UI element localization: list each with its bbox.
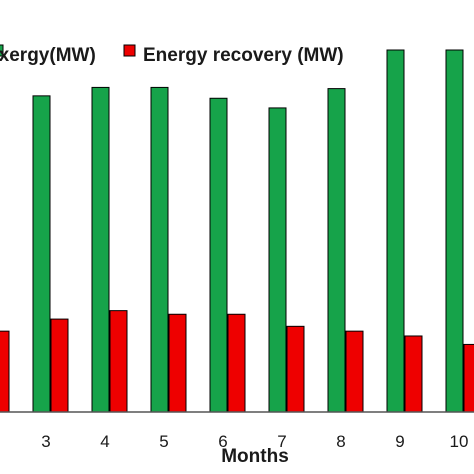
bars-group bbox=[0, 49, 474, 413]
legend: Exergy(MW) Energy recovery (MW) bbox=[0, 44, 344, 66]
x-tick-label-4: 4 bbox=[100, 432, 109, 451]
x-tick-labels: 234567891011 bbox=[41, 432, 469, 451]
exergy-bar-8 bbox=[327, 88, 346, 413]
energy-recovery-bar-9 bbox=[404, 335, 423, 413]
x-axis-title: Months bbox=[221, 446, 289, 467]
legend-swatch-energy-recovery bbox=[123, 44, 136, 57]
x-tick-label-3: 3 bbox=[41, 432, 50, 451]
x-tick-label-9: 9 bbox=[395, 432, 404, 451]
energy-recovery-bar-8 bbox=[345, 330, 364, 413]
x-tick-label-10: 10 bbox=[450, 432, 469, 451]
legend-label-exergy: Exergy(MW) bbox=[0, 45, 96, 66]
energy-recovery-bar-5 bbox=[168, 313, 187, 413]
legend-swatch-exergy bbox=[0, 44, 4, 57]
exergy-bar-4 bbox=[91, 86, 110, 413]
exergy-bar-7 bbox=[268, 107, 287, 413]
exergy-bar-5 bbox=[150, 86, 169, 413]
x-tick-label-8: 8 bbox=[336, 432, 345, 451]
x-tick-label-6: 6 bbox=[218, 432, 227, 451]
x-tick-label-7: 7 bbox=[277, 432, 286, 451]
exergy-bar-3 bbox=[32, 95, 51, 413]
energy-recovery-bar-3 bbox=[50, 318, 69, 413]
exergy-bar-9 bbox=[386, 49, 405, 413]
energy-recovery-bar-4 bbox=[109, 310, 128, 413]
energy-recovery-bar-2 bbox=[0, 330, 10, 413]
exergy-bar-10 bbox=[445, 49, 464, 413]
energy-recovery-bar-6 bbox=[227, 313, 246, 413]
exergy-bar-6 bbox=[209, 97, 228, 413]
x-tick-label-5: 5 bbox=[159, 432, 168, 451]
energy-recovery-bar-10 bbox=[463, 343, 474, 413]
legend-label-energy-recovery: Energy recovery (MW) bbox=[143, 45, 344, 66]
energy-recovery-bar-7 bbox=[286, 325, 305, 413]
